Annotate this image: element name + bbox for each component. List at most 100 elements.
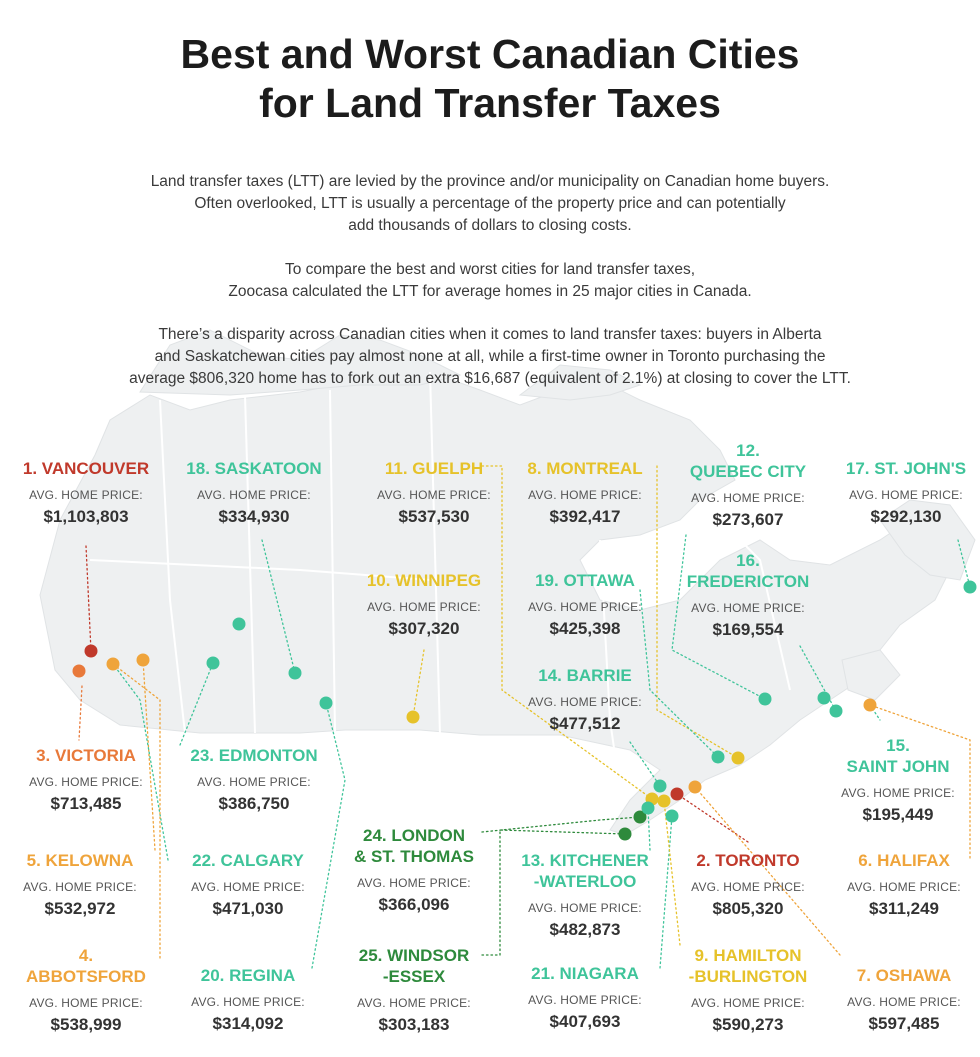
city-label: 12. QUEBEC CITY AVG. HOME PRICE: $273,607 (668, 440, 828, 530)
city-label: 20. REGINA AVG. HOME PRICE: $314,092 (168, 965, 328, 1034)
avg-price-value: $195,449 (862, 805, 934, 824)
city-label: 6. HALIFAX AVG. HOME PRICE: $311,249 (824, 850, 980, 919)
avg-price-label: AVG. HOME PRICE: (847, 880, 961, 894)
city-name-line: 14. BARRIE (538, 666, 632, 685)
intro-line: There’s a disparity across Canadian citi… (158, 326, 822, 343)
city-name-line: -WATERLOO (533, 872, 637, 891)
avg-price-value: $407,693 (549, 1012, 621, 1031)
city-label: 11. GUELPH AVG. HOME PRICE: $537,530 (354, 458, 514, 527)
leader-line (261, 539, 296, 674)
city-name: 12. QUEBEC CITY (668, 440, 828, 482)
avg-price-value: $307,320 (388, 619, 460, 638)
avg-price-label: AVG. HOME PRICE: (528, 488, 642, 502)
avg-price-label: AVG. HOME PRICE: (528, 600, 642, 614)
city-name: 14. BARRIE (505, 665, 665, 686)
city-marker (817, 691, 831, 705)
city-name-line: 6. HALIFAX (858, 851, 950, 870)
city-marker (758, 692, 772, 706)
title-line-2: for Land Transfer Taxes (259, 80, 721, 126)
leader-line (85, 545, 92, 652)
city-marker (688, 780, 702, 794)
city-name-line: FREDERICTON (686, 572, 810, 591)
city-name: 25. WINDSOR -ESSEX (334, 945, 494, 987)
city-name-line: 16. (736, 551, 760, 570)
province-borders (89, 371, 791, 791)
city-name-line: 5. KELOWNA (26, 851, 134, 870)
city-name: 3. VICTORIA (6, 745, 166, 766)
city-name: 5. KELOWNA (0, 850, 160, 871)
avg-price-value: $314,092 (212, 1014, 284, 1033)
city-marker (711, 750, 725, 764)
city-marker (232, 617, 246, 631)
avg-price-label: AVG. HOME PRICE: (847, 995, 961, 1009)
leader-lines (78, 465, 971, 969)
city-name-line: QUEBEC CITY (689, 462, 807, 481)
city-name-line: 2. TORONTO (696, 851, 800, 870)
city-name: 10. WINNIPEG (344, 570, 504, 591)
intro-line: Zoocasa calculated the LTT for average h… (228, 283, 752, 300)
avg-price-value: $471,030 (212, 899, 284, 918)
avg-price-label: AVG. HOME PRICE: (691, 996, 805, 1010)
city-label: 8. MONTREAL AVG. HOME PRICE: $392,417 (505, 458, 665, 527)
city-name-line: 12. (736, 441, 760, 460)
city-name-line: 4. (78, 946, 94, 965)
avg-price-label: AVG. HOME PRICE: (691, 491, 805, 505)
city-name: 2. TORONTO (668, 850, 828, 871)
avg-price-label: AVG. HOME PRICE: (191, 880, 305, 894)
city-name-line: -ESSEX (382, 967, 446, 986)
avg-price-value: $303,183 (378, 1015, 450, 1034)
city-marker (136, 653, 150, 667)
city-name: 22. CALGARY (168, 850, 328, 871)
intro-paragraph-1: Land transfer taxes (LTT) are levied by … (20, 171, 960, 237)
city-name: 16. FREDERICTON (668, 550, 828, 592)
city-marker (288, 666, 302, 680)
city-marker (106, 657, 120, 671)
city-name: 24. LONDON & ST. THOMAS (334, 825, 494, 867)
city-name-line: -BURLINGTON (688, 967, 808, 986)
avg-price-value: $366,096 (378, 895, 450, 914)
city-name-line: 3. VICTORIA (36, 746, 136, 765)
city-marker (670, 787, 684, 801)
avg-price-value: $805,320 (712, 899, 784, 918)
avg-price-label: AVG. HOME PRICE: (29, 775, 143, 789)
avg-price-value: $169,554 (712, 620, 784, 639)
city-marker (863, 698, 877, 712)
city-label: 19. OTTAWA AVG. HOME PRICE: $425,398 (505, 570, 665, 639)
city-label: 14. BARRIE AVG. HOME PRICE: $477,512 (505, 665, 665, 734)
city-name: 20. REGINA (168, 965, 328, 986)
intro-line: Often overlooked, LTT is usually a perce… (194, 195, 786, 212)
city-marker (72, 664, 86, 678)
avg-price-label: AVG. HOME PRICE: (197, 488, 311, 502)
city-name-line: 15. (886, 736, 910, 755)
avg-price-label: AVG. HOME PRICE: (377, 488, 491, 502)
avg-price-label: AVG. HOME PRICE: (691, 880, 805, 894)
city-label: 17. ST. JOHN'S AVG. HOME PRICE: $292,130 (826, 458, 980, 527)
canada-landmass (39, 329, 976, 836)
city-name-line: 11. GUELPH (384, 459, 484, 478)
city-label: 18. SASKATOON AVG. HOME PRICE: $334,930 (174, 458, 334, 527)
city-label: 25. WINDSOR -ESSEX AVG. HOME PRICE: $303,18… (334, 945, 494, 1035)
city-label: 9. HAMILTON -BURLINGTON AVG. HOME PRICE: $5… (668, 945, 828, 1035)
city-label: 23. EDMONTON AVG. HOME PRICE: $386,750 (174, 745, 334, 814)
city-label: 21. NIAGARA AVG. HOME PRICE: $407,693 (505, 963, 665, 1032)
city-name-line: 22. CALGARY (192, 851, 304, 870)
city-marker (206, 656, 220, 670)
page-title: Best and Worst Canadian Cities for Land … (0, 30, 980, 128)
leader-line (112, 663, 169, 861)
intro-line: average $806,320 home has to fork out an… (129, 370, 851, 387)
city-name: 1. VANCOUVER (6, 458, 166, 479)
city-marker (406, 710, 420, 724)
avg-price-label: AVG. HOME PRICE: (197, 775, 311, 789)
city-marker (618, 827, 632, 841)
avg-price-value: $273,607 (712, 510, 784, 529)
avg-price-value: $538,999 (50, 1015, 122, 1034)
leader-line (481, 829, 626, 956)
city-marker (319, 696, 333, 710)
city-name-line: 8. MONTREAL (527, 459, 643, 478)
city-name: 4. ABBOTSFORD (6, 945, 166, 987)
city-name: 19. OTTAWA (505, 570, 665, 591)
avg-price-value: $425,398 (549, 619, 621, 638)
city-marker (641, 801, 655, 815)
avg-price-value: $597,485 (868, 1014, 940, 1033)
city-marker (633, 810, 647, 824)
